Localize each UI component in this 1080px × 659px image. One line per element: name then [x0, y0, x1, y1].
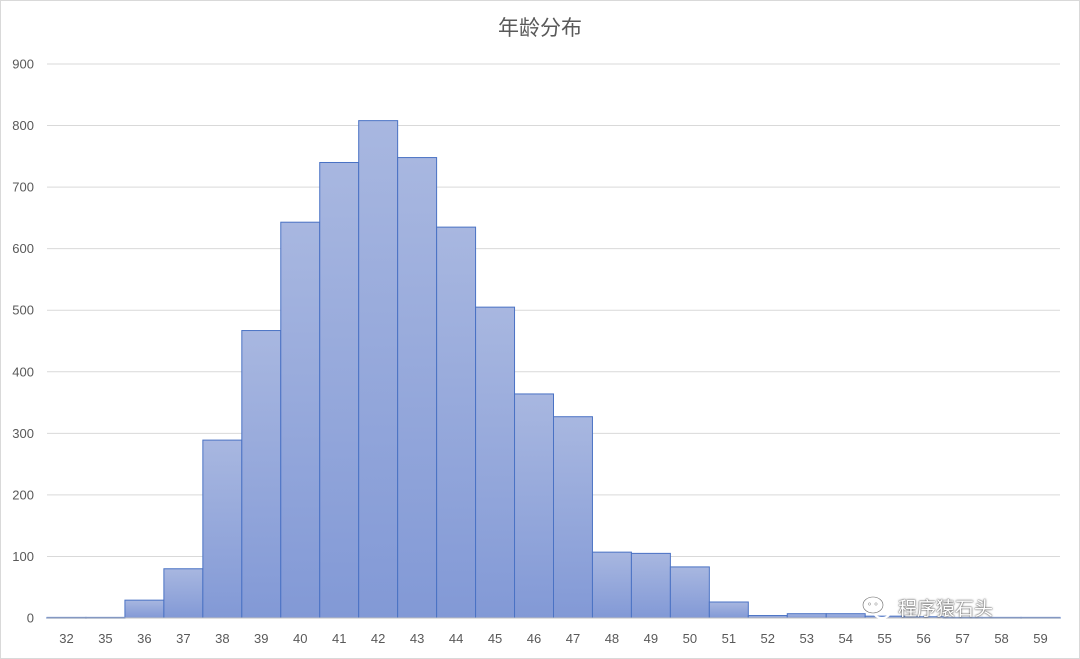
y-tick-label: 800 — [12, 118, 34, 133]
chart-title: 年龄分布 — [498, 16, 582, 40]
bar-43 — [397, 157, 438, 619]
x-tick-label: 42 — [371, 631, 385, 646]
x-tick-label: 44 — [449, 631, 463, 646]
watermark-text: 程序猿石头 — [898, 598, 994, 620]
bar-51 — [708, 601, 749, 619]
x-tick-label: 58 — [994, 631, 1008, 646]
x-tick-label: 36 — [137, 631, 151, 646]
y-tick-label: 0 — [27, 611, 34, 626]
x-tick-label: 56 — [916, 631, 930, 646]
y-tick-label: 900 — [12, 57, 34, 72]
axes: 0 100 200 300 400 500 600 700 800 900 32 35 36 37 38 39… — [12, 57, 1060, 646]
bars — [46, 120, 1061, 619]
bar-37 — [163, 568, 204, 619]
y-tick-label: 400 — [12, 364, 34, 379]
bar-45 — [475, 306, 516, 619]
y-tick-label: 200 — [12, 487, 34, 502]
x-tick-label: 50 — [683, 631, 697, 646]
x-tick-label: 43 — [410, 631, 424, 646]
x-tick-label: 48 — [605, 631, 619, 646]
y-tick-label: 600 — [12, 241, 34, 256]
x-tick-label: 49 — [644, 631, 658, 646]
bar-54 — [825, 613, 866, 619]
y-tick-label: 100 — [12, 549, 34, 564]
x-tick-label: 45 — [488, 631, 502, 646]
x-tick-label: 41 — [332, 631, 346, 646]
watermark: 程序猿石头 — [862, 594, 993, 621]
wechat-icon — [862, 595, 892, 619]
bar-39 — [241, 330, 282, 619]
x-tick-label: 55 — [877, 631, 891, 646]
x-tick-label: 37 — [176, 631, 190, 646]
x-tick-label: 46 — [527, 631, 541, 646]
x-tick-label: 38 — [215, 631, 229, 646]
x-tick-label: 40 — [293, 631, 307, 646]
bar-46 — [514, 393, 554, 619]
bar-38 — [202, 439, 243, 619]
bar-41 — [319, 161, 360, 619]
bar-48 — [591, 551, 632, 619]
x-tick-label: 52 — [761, 631, 775, 646]
bar-53 — [786, 613, 827, 619]
x-tick-label: 35 — [98, 631, 112, 646]
y-tick-label: 300 — [12, 426, 34, 441]
x-tick-label: 54 — [838, 631, 852, 646]
bar-47 — [553, 416, 593, 619]
x-tick-label: 51 — [722, 631, 736, 646]
bar-36 — [124, 599, 165, 619]
x-tick-label: 47 — [566, 631, 580, 646]
bar-40 — [280, 221, 321, 619]
bar-42 — [358, 120, 399, 619]
x-tick-label: 59 — [1033, 631, 1047, 646]
bar-49 — [630, 552, 671, 619]
x-tick-label: 39 — [254, 631, 268, 646]
bar-50 — [669, 566, 710, 619]
bar-44 — [436, 226, 477, 619]
x-tick-label: 32 — [59, 631, 73, 646]
y-tick-label: 700 — [12, 180, 34, 195]
x-tick-label: 53 — [800, 631, 814, 646]
x-tick-label: 57 — [955, 631, 969, 646]
y-tick-label: 500 — [12, 303, 34, 318]
